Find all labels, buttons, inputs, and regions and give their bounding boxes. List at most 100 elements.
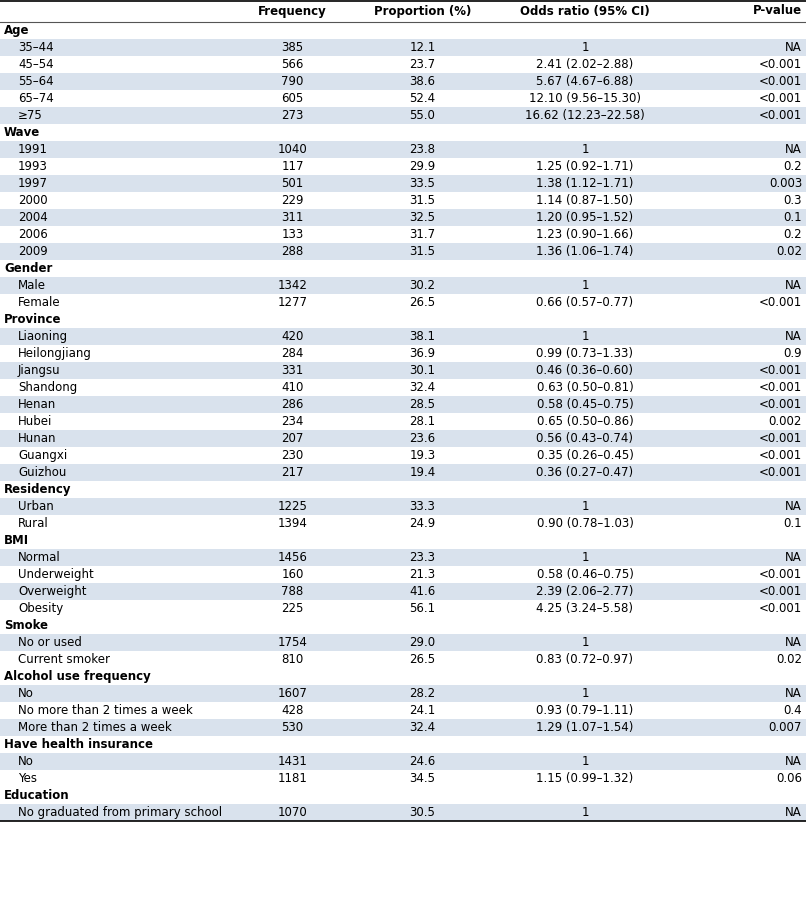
Text: 0.9: 0.9 [783, 347, 802, 360]
Text: <0.001: <0.001 [758, 381, 802, 394]
Text: 1991: 1991 [18, 143, 48, 156]
Bar [0, 141, 806, 158]
Text: <0.001: <0.001 [758, 585, 802, 598]
Text: Hunan: Hunan [18, 432, 56, 445]
Bar [0, 294, 806, 311]
Text: Normal: Normal [18, 551, 60, 564]
Text: 1: 1 [581, 143, 588, 156]
Text: 117: 117 [281, 160, 304, 173]
Text: Education: Education [4, 789, 69, 802]
Text: 0.63 (0.50–0.81): 0.63 (0.50–0.81) [537, 381, 634, 394]
Text: 5.67 (4.67–6.88): 5.67 (4.67–6.88) [536, 75, 634, 88]
Text: 0.007: 0.007 [769, 721, 802, 734]
Text: 1: 1 [581, 755, 588, 768]
Text: 0.003: 0.003 [769, 177, 802, 190]
Text: Odds ratio (95% CI): Odds ratio (95% CI) [520, 5, 650, 17]
Text: 38.6: 38.6 [409, 75, 435, 88]
Text: 331: 331 [281, 364, 304, 377]
Text: 26.5: 26.5 [409, 296, 435, 309]
Text: 0.1: 0.1 [783, 211, 802, 224]
Text: 234: 234 [281, 415, 304, 428]
Text: 2000: 2000 [18, 194, 48, 207]
Text: <0.001: <0.001 [758, 109, 802, 122]
Text: <0.001: <0.001 [758, 602, 802, 615]
Text: 0.06: 0.06 [776, 772, 802, 785]
Text: 45–54: 45–54 [18, 58, 54, 71]
Bar [0, 617, 806, 634]
Text: 23.8: 23.8 [409, 143, 435, 156]
Text: More than 2 times a week: More than 2 times a week [18, 721, 172, 734]
Text: 23.3: 23.3 [409, 551, 435, 564]
Text: 23.6: 23.6 [409, 432, 435, 445]
Text: 2009: 2009 [18, 245, 48, 258]
Text: 0.002: 0.002 [769, 415, 802, 428]
Text: <0.001: <0.001 [758, 466, 802, 479]
Text: 0.02: 0.02 [776, 653, 802, 666]
Text: 1342: 1342 [277, 279, 307, 292]
Text: 19.4: 19.4 [409, 466, 435, 479]
Text: 501: 501 [281, 177, 304, 190]
Text: 31.5: 31.5 [409, 245, 435, 258]
Text: <0.001: <0.001 [758, 92, 802, 105]
Text: 24.1: 24.1 [409, 704, 435, 717]
Bar [0, 243, 806, 260]
Text: 1.29 (1.07–1.54): 1.29 (1.07–1.54) [536, 721, 634, 734]
Bar [0, 515, 806, 532]
Bar [0, 532, 806, 549]
Text: NA: NA [785, 687, 802, 700]
Text: 566: 566 [281, 58, 304, 71]
Bar [0, 311, 806, 328]
Text: 19.3: 19.3 [409, 449, 435, 462]
Bar [0, 651, 806, 668]
Text: 1431: 1431 [277, 755, 307, 768]
Text: 273: 273 [281, 109, 304, 122]
Bar [0, 787, 806, 804]
Text: 788: 788 [281, 585, 304, 598]
Text: 1.38 (1.12–1.71): 1.38 (1.12–1.71) [536, 177, 634, 190]
Bar [0, 226, 806, 243]
Text: 225: 225 [281, 602, 304, 615]
Text: 1993: 1993 [18, 160, 48, 173]
Bar [0, 192, 806, 209]
Text: 30.1: 30.1 [409, 364, 435, 377]
Text: 428: 428 [281, 704, 304, 717]
Bar [0, 719, 806, 736]
Text: 207: 207 [281, 432, 304, 445]
Text: 32.4: 32.4 [409, 381, 435, 394]
Text: Urban: Urban [18, 500, 54, 513]
Bar [0, 328, 806, 345]
Text: 1.36 (1.06–1.74): 1.36 (1.06–1.74) [536, 245, 634, 258]
Text: 28.2: 28.2 [409, 687, 435, 700]
Bar [0, 430, 806, 447]
Bar [0, 753, 806, 770]
Text: Heilongjiang: Heilongjiang [18, 347, 92, 360]
Text: <0.001: <0.001 [758, 398, 802, 411]
Text: 55–64: 55–64 [18, 75, 54, 88]
Text: NA: NA [785, 41, 802, 54]
Text: 0.99 (0.73–1.33): 0.99 (0.73–1.33) [537, 347, 634, 360]
Text: 24.6: 24.6 [409, 755, 435, 768]
Text: 41.6: 41.6 [409, 585, 435, 598]
Text: 0.36 (0.27–0.47): 0.36 (0.27–0.47) [537, 466, 634, 479]
Text: 32.4: 32.4 [409, 721, 435, 734]
Text: 160: 160 [281, 568, 304, 581]
Text: 1.25 (0.92–1.71): 1.25 (0.92–1.71) [536, 160, 634, 173]
Text: 1: 1 [581, 551, 588, 564]
Text: 29.0: 29.0 [409, 636, 435, 649]
Bar [0, 22, 806, 39]
Text: 24.9: 24.9 [409, 517, 435, 530]
Text: 31.7: 31.7 [409, 228, 435, 241]
Text: Gender: Gender [4, 262, 52, 275]
Text: 1040: 1040 [277, 143, 307, 156]
Text: 284: 284 [281, 347, 304, 360]
Text: 810: 810 [281, 653, 304, 666]
Text: Smoke: Smoke [4, 619, 48, 632]
Text: Frequency: Frequency [258, 5, 327, 17]
Text: 530: 530 [281, 721, 304, 734]
Text: 0.02: 0.02 [776, 245, 802, 258]
Text: NA: NA [785, 330, 802, 343]
Text: 36.9: 36.9 [409, 347, 435, 360]
Text: Alcohol use frequency: Alcohol use frequency [4, 670, 151, 683]
Text: 230: 230 [281, 449, 304, 462]
Text: NA: NA [785, 551, 802, 564]
